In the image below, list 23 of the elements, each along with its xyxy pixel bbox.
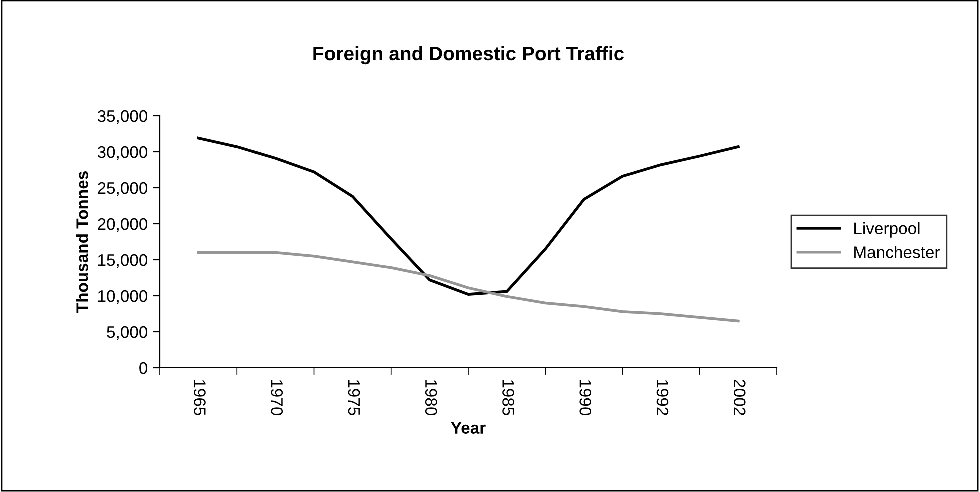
x-tick-label: 1965	[194, 380, 206, 416]
y-tick-label: 25,000	[98, 182, 148, 196]
y-tick-label: 30,000	[98, 146, 148, 160]
x-tick-label: 2002	[734, 380, 746, 416]
y-axis-title: Thousand Tonnes	[76, 172, 88, 313]
x-axis-title: Year	[451, 422, 486, 434]
y-tick-label: 0	[140, 362, 148, 374]
line-series	[197, 136, 740, 296]
x-tick-label: 1975	[348, 380, 360, 416]
y-tick-label: 35,000	[98, 110, 148, 124]
y-tick-label: 10,000	[98, 290, 148, 304]
x-tick-label: 1992	[656, 380, 669, 416]
x-tick-label: 1970	[271, 380, 284, 416]
chart-title: Foreign and Domestic Port Traffic	[314, 46, 624, 65]
line-series	[197, 251, 740, 323]
x-tick-label: 1985	[502, 380, 514, 416]
legend-label: Manchester	[854, 246, 940, 258]
legend-label: Liverpool	[854, 222, 920, 238]
y-tick-label: 20,000	[98, 218, 148, 232]
y-tick-label: 5,000	[107, 326, 148, 340]
y-tick-label: 15,000	[98, 254, 148, 268]
x-tick-label: 1990	[580, 380, 592, 416]
x-tick-label: 1980	[425, 380, 438, 416]
